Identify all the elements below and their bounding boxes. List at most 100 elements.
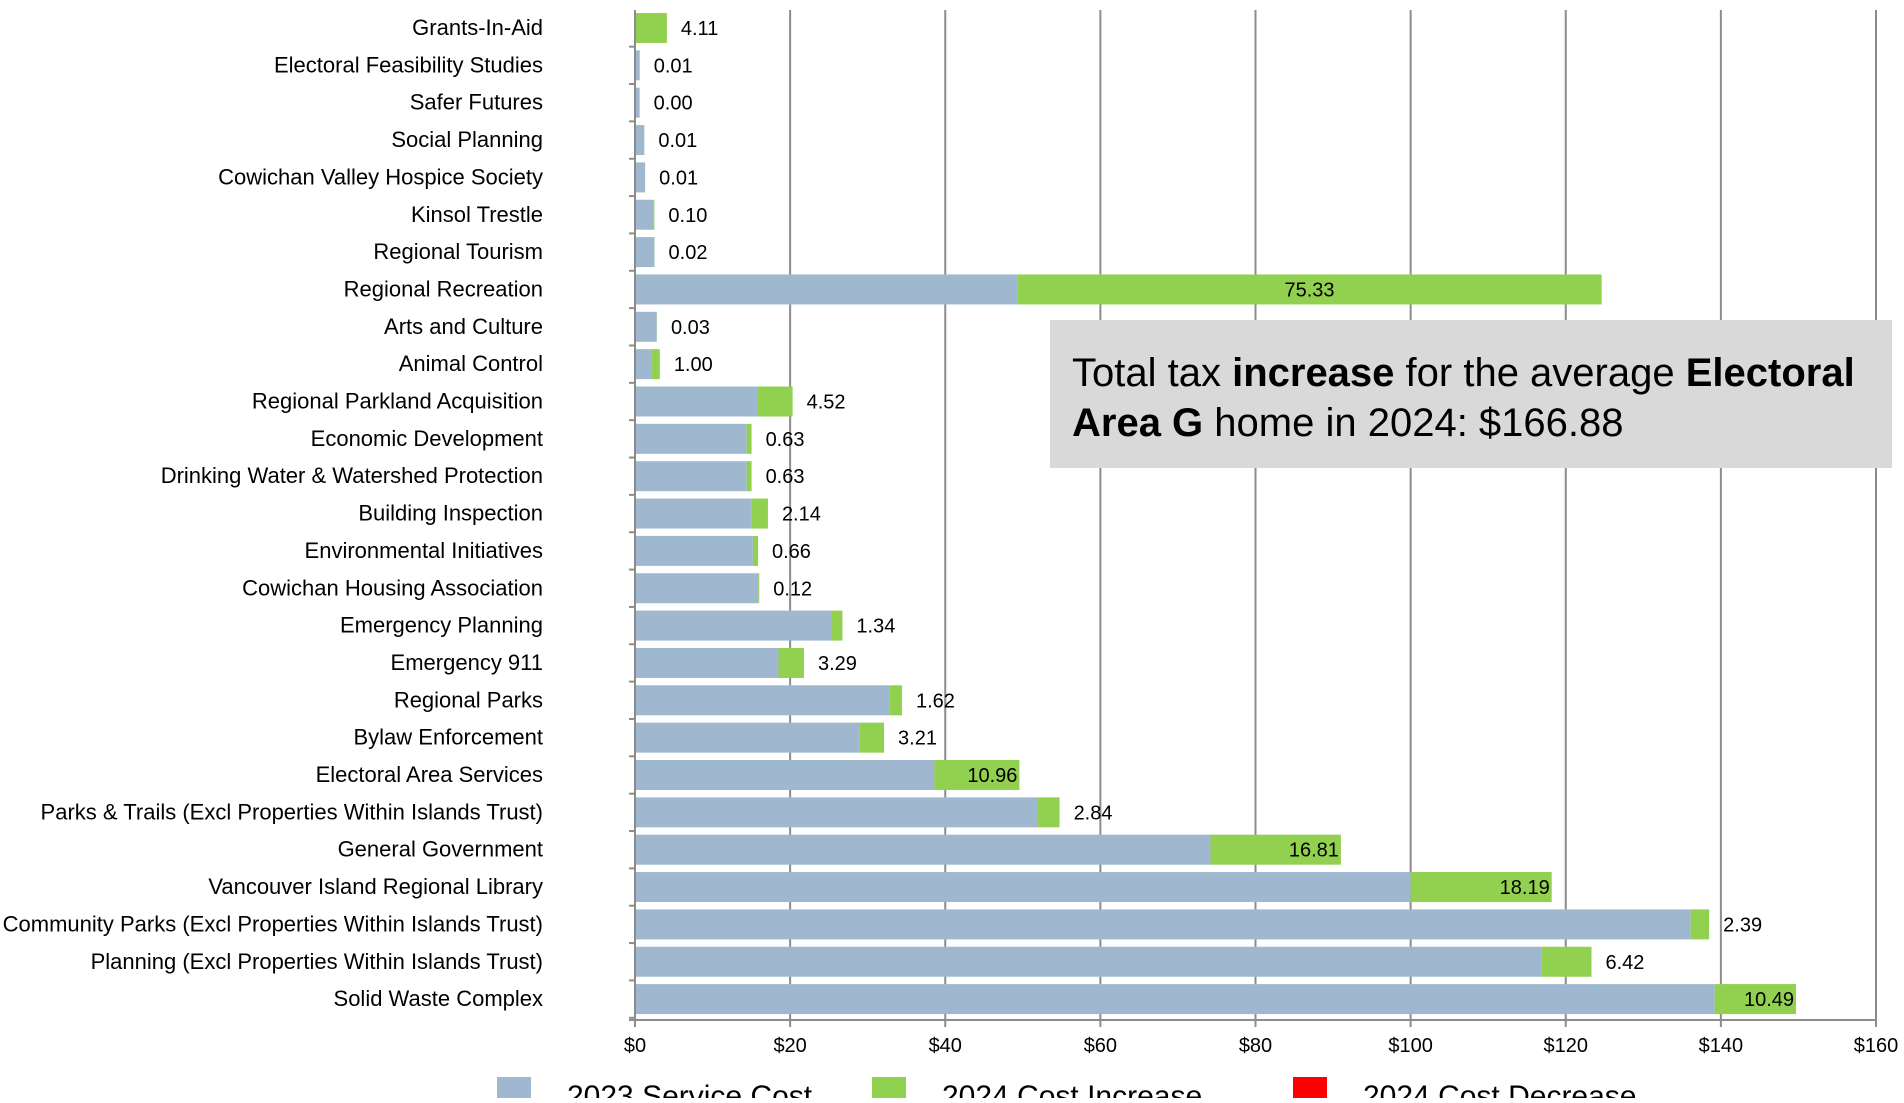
category-label-6: Regional Tourism (373, 239, 543, 264)
category-label-9: Animal Control (399, 351, 543, 376)
bar-increase-13 (751, 499, 768, 529)
data-label-12: 0.63 (766, 466, 805, 488)
data-label-9: 1.00 (674, 354, 713, 376)
category-label-24: Community Parks (Excl Properties Within … (3, 911, 543, 936)
data-label-13: 2.14 (782, 504, 821, 526)
category-label-11: Economic Development (311, 426, 543, 451)
callout-line-1-part-3: Electoral (1686, 351, 1855, 395)
category-label-3: Social Planning (391, 127, 543, 152)
legend-swatch-0 (497, 1077, 531, 1098)
category-label-5: Kinsol Trestle (411, 202, 543, 227)
bar-increase-12 (747, 461, 752, 491)
bar-increase-11 (747, 424, 752, 454)
bar-base-5 (635, 200, 654, 230)
bar-base-23 (635, 872, 1411, 902)
bar-increase-9 (652, 349, 660, 379)
bar-base-3 (635, 125, 644, 155)
callout-line-2-part-0: Area G (1072, 401, 1203, 445)
data-label-4: 0.01 (659, 167, 698, 189)
data-label-8: 0.03 (671, 317, 710, 339)
data-label-25: 6.42 (1606, 952, 1645, 974)
bar-increase-19 (859, 723, 884, 753)
bar-base-14 (635, 536, 753, 566)
category-label-25: Planning (Excl Properties Within Islands… (91, 949, 543, 974)
callout-line-2: Area G home in 2024: $166.88 (1072, 401, 1624, 445)
x-tick-label-0: $0 (624, 1035, 646, 1057)
legend-label-2: 2024 Cost Decrease (1363, 1080, 1637, 1098)
data-label-19: 3.21 (898, 728, 937, 750)
category-label-22: General Government (338, 837, 543, 862)
data-label-11: 0.63 (766, 429, 805, 451)
category-label-4: Cowichan Valley Hospice Society (218, 164, 543, 189)
bar-base-7 (635, 274, 1017, 304)
bar-base-9 (635, 349, 652, 379)
category-label-12: Drinking Water & Watershed Protection (161, 463, 543, 488)
data-label-3: 0.01 (658, 130, 697, 152)
bar-base-15 (635, 573, 758, 603)
data-label-10: 4.52 (807, 392, 846, 414)
x-tick-label-20: $20 (773, 1035, 806, 1057)
bar-increase-17 (778, 648, 804, 678)
category-label-1: Electoral Feasibility Studies (274, 52, 543, 77)
bar-base-20 (635, 760, 934, 790)
data-label-26: 10.49 (1744, 989, 1794, 1011)
bar-increase-16 (832, 611, 842, 641)
x-tick-label-60: $60 (1084, 1035, 1117, 1057)
data-label-7: 75.33 (1284, 279, 1334, 301)
bar-base-12 (635, 461, 747, 491)
category-label-16: Emergency Planning (340, 613, 543, 638)
data-label-1: 0.01 (654, 55, 693, 77)
bar-base-16 (635, 611, 832, 641)
bar-base-21 (635, 797, 1038, 827)
data-label-23: 18.19 (1500, 877, 1550, 899)
bar-base-24 (635, 909, 1691, 939)
x-tick-label-160: $160 (1854, 1035, 1899, 1057)
category-label-20: Electoral Area Services (316, 762, 543, 787)
category-label-7: Regional Recreation (344, 276, 543, 301)
x-tick-label-140: $140 (1699, 1035, 1744, 1057)
category-label-0: Grants-In-Aid (412, 15, 543, 40)
bar-increase-21 (1038, 797, 1060, 827)
data-label-22: 16.81 (1289, 840, 1339, 862)
callout-line-1-part-1: increase (1232, 351, 1394, 395)
category-label-21: Parks & Trails (Excl Properties Within I… (41, 799, 543, 824)
data-label-20: 10.96 (967, 765, 1017, 787)
category-label-8: Arts and Culture (384, 314, 543, 339)
bar-base-18 (635, 685, 889, 715)
category-label-10: Regional Parkland Acquisition (252, 389, 543, 414)
bar-base-17 (635, 648, 778, 678)
data-label-5: 0.10 (668, 205, 707, 227)
bar-base-25 (635, 947, 1542, 977)
bar-base-10 (635, 387, 758, 417)
category-label-23: Vancouver Island Regional Library (208, 874, 543, 899)
bar-increase-0 (635, 13, 667, 43)
bar-base-11 (635, 424, 747, 454)
callout-line-1-part-2: for the average (1394, 351, 1685, 395)
bar-base-26 (635, 984, 1715, 1014)
bar-base-4 (635, 162, 645, 192)
legend-label-0: 2023 Service Cost (567, 1080, 813, 1098)
bar-increase-15 (758, 573, 759, 603)
legend-label-1: 2024 Cost Increase (942, 1080, 1202, 1098)
legend-layer: 2023 Service Cost 2024 Cost Increase 2024 … (497, 1077, 1637, 1098)
callout-line-2-part-1: home in 2024: $166.88 (1203, 401, 1623, 445)
data-label-14: 0.66 (772, 541, 811, 563)
category-label-15: Cowichan Housing Association (242, 575, 543, 600)
bar-increase-14 (753, 536, 758, 566)
data-label-2: 0.00 (654, 93, 693, 115)
bar-increase-25 (1542, 947, 1592, 977)
data-label-6: 0.02 (669, 242, 708, 264)
callout-line-1-part-0: Total tax (1072, 351, 1232, 395)
category-label-14: Environmental Initiatives (305, 538, 543, 563)
grid-layer (790, 10, 1876, 1020)
bar-base-22 (635, 835, 1211, 865)
data-label-15: 0.12 (773, 578, 812, 600)
x-tick-label-100: $100 (1388, 1035, 1433, 1057)
legend-swatch-1 (872, 1077, 906, 1098)
data-label-16: 1.34 (856, 616, 895, 638)
category-label-26: Solid Waste Complex (334, 986, 543, 1011)
bar-base-6 (635, 237, 654, 267)
bar-increase-24 (1691, 909, 1710, 939)
bar-base-13 (635, 499, 751, 529)
